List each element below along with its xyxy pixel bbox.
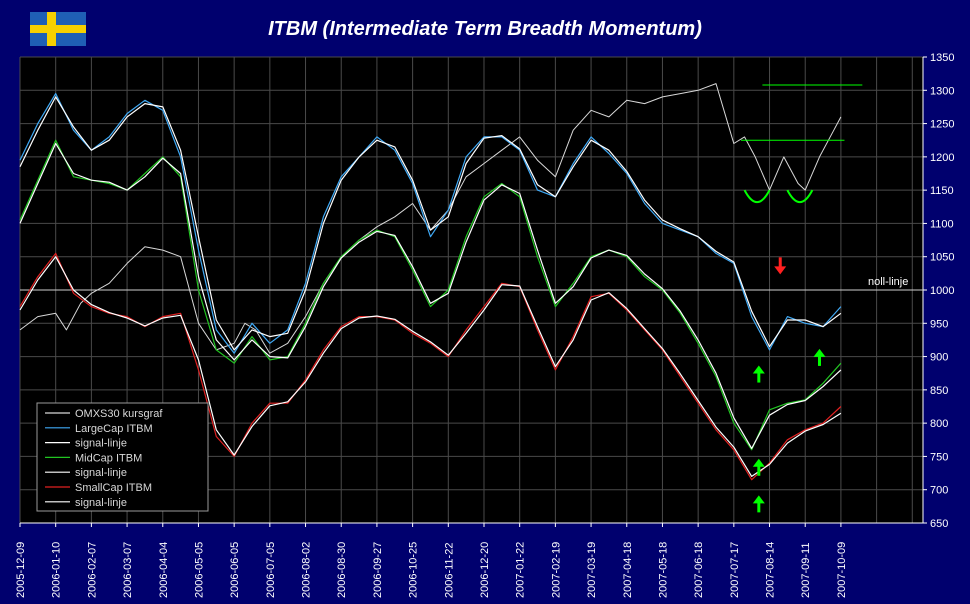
x-tick-label: 2006-10-25 <box>408 542 420 598</box>
y-tick-label: 700 <box>930 485 948 497</box>
x-tick-label: 2006-01-10 <box>51 542 63 598</box>
y-tick-label: 1250 <box>930 119 954 131</box>
y-tick-label: 1100 <box>930 218 954 230</box>
x-axis: 2005-12-09 2006-01-10 2006-02-07 2006-03-07… <box>15 522 923 598</box>
x-tick-label: 2006-11-22 <box>443 543 455 598</box>
x-tick-label: 2007-04-18 <box>622 542 634 598</box>
swedish-flag-icon <box>30 12 86 46</box>
x-tick-label: 2007-08-14 <box>765 542 777 598</box>
arrow-head <box>752 365 765 374</box>
y-tick-label: 1000 <box>930 285 954 297</box>
zero-line: noll-linje <box>20 276 923 291</box>
arrow-shaft <box>757 502 761 513</box>
series-line-largecap_signal <box>19 96 842 351</box>
flag-cross-horizontal <box>30 25 86 33</box>
y-tick-label: 900 <box>930 352 948 364</box>
x-tick-label: 2007-01-22 <box>515 542 527 598</box>
x-tick-label: 2006-04-04 <box>158 542 170 598</box>
legend-entry: MidCap ITBM <box>75 452 142 464</box>
x-tick-label: 2007-09-11 <box>800 543 812 598</box>
arrow-up-icon <box>752 365 765 383</box>
arrow-head <box>752 458 765 467</box>
arrow-shaft <box>757 465 761 476</box>
annotation-arc <box>743 189 771 204</box>
y-tick-label: 1350 <box>930 52 954 64</box>
y-tick-label: 950 <box>930 318 948 330</box>
arrow-shaft <box>757 372 761 383</box>
x-tick-label: 2007-10-09 <box>836 542 848 598</box>
y-tick-label: 800 <box>930 418 948 430</box>
legend-entry: signal-linje <box>75 467 127 479</box>
x-tick-label: 2006-05-05 <box>193 542 205 598</box>
legend-entry: LargeCap ITBM <box>75 423 153 435</box>
y-axis: 650 700 750 800 850 900 950 1000 1050 1100 1150 120… <box>922 52 954 530</box>
x-tick-label: 2006-08-02 <box>301 542 313 598</box>
x-tick-label: 2006-08-30 <box>336 542 348 598</box>
legend-entry: SmallCap ITBM <box>75 482 152 494</box>
x-tick-label: 2006-02-07 <box>86 542 98 598</box>
x-tick-label: 2007-06-18 <box>693 542 705 598</box>
series-line-smallcap <box>19 252 842 481</box>
zero-line-label: noll-linje <box>868 276 908 288</box>
annotations <box>740 84 863 513</box>
x-tick-label: 2006-12-20 <box>479 542 491 598</box>
x-tick-label: 2007-03-19 <box>586 542 598 598</box>
x-tick-label: 2007-02-19 <box>550 542 562 598</box>
legend: OMXS30 kursgraf LargeCap ITBM signal-linje… <box>36 402 209 512</box>
chart-title: ITBM (Intermediate Term Breadth Momentum… <box>268 18 702 40</box>
series-line-midcap_signal <box>19 142 842 449</box>
x-tick-label: 2006-07-05 <box>265 542 277 598</box>
x-tick-label: 2005-12-09 <box>15 542 27 598</box>
x-tick-label: 2007-07-17 <box>729 542 741 598</box>
arrow-head <box>813 348 826 357</box>
x-tick-label: 2006-09-27 <box>372 542 384 598</box>
legend-entry: signal-linje <box>75 438 127 450</box>
legend-entry: OMXS30 kursgraf <box>75 408 163 420</box>
arrow-shaft <box>778 257 782 268</box>
arrow-head <box>752 495 765 504</box>
arrow-up-icon <box>752 495 765 513</box>
arrow-down-icon <box>774 257 787 275</box>
x-tick-label: 2007-05-18 <box>657 542 669 598</box>
arrow-up-icon <box>813 348 826 366</box>
series-line-omx <box>19 83 842 354</box>
y-tick-label: 1050 <box>930 252 954 264</box>
y-tick-label: 850 <box>930 385 948 397</box>
x-tick-label: 2006-06-05 <box>229 542 241 598</box>
y-tick-label: 750 <box>930 451 948 463</box>
annotation-arc <box>786 189 814 204</box>
series-group <box>19 83 842 481</box>
y-tick-label: 1200 <box>930 152 954 164</box>
y-tick-label: 1300 <box>930 85 954 97</box>
legend-entry: signal-linje <box>75 497 127 509</box>
arrow-up-icon <box>752 458 765 476</box>
arrow-shaft <box>817 355 821 366</box>
series-line-smallcap_signal <box>19 256 842 477</box>
y-tick-label: 1150 <box>930 185 954 197</box>
series-line-midcap <box>19 139 842 451</box>
y-tick-label: 650 <box>930 518 948 530</box>
x-tick-label: 2006-03-07 <box>122 542 134 598</box>
arrow-head <box>774 266 787 275</box>
